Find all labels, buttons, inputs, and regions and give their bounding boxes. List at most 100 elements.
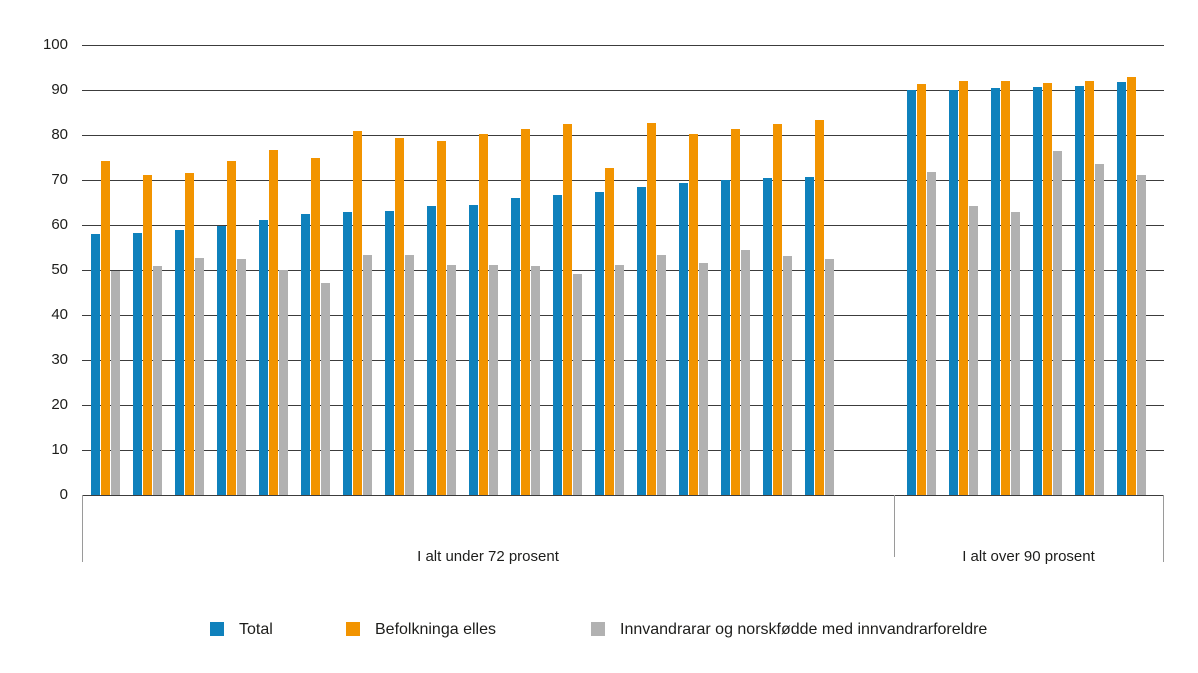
bar-series2-group8 xyxy=(405,254,414,495)
bracket-line-left xyxy=(82,495,83,562)
bar-series0-group10 xyxy=(469,204,478,495)
bar-series0-group19 xyxy=(907,90,916,495)
bar-series1-group8 xyxy=(395,138,404,495)
bar-series2-group15 xyxy=(699,263,708,495)
y-axis-label-20: 20 xyxy=(51,396,68,413)
bar-series0-group9 xyxy=(427,205,436,495)
bar-series1-group2 xyxy=(143,175,152,495)
y-axis-label-90: 90 xyxy=(51,81,68,98)
bar-series1-group18 xyxy=(815,119,824,495)
gridline-60 xyxy=(82,224,1164,226)
y-axis-label-50: 50 xyxy=(51,261,68,278)
bar-series1-group15 xyxy=(689,134,698,495)
y-axis-label-40: 40 xyxy=(51,306,68,323)
gridline-70 xyxy=(82,179,1164,181)
bar-series2-group12 xyxy=(573,274,582,495)
bar-series0-group4 xyxy=(217,225,226,495)
bar-series0-group3 xyxy=(175,229,184,495)
bar-series0-group12 xyxy=(553,194,562,495)
bar-series1-group20 xyxy=(959,81,968,495)
bar-series2-group7 xyxy=(363,254,372,495)
bar-series1-group7 xyxy=(353,130,362,495)
bar-series1-group3 xyxy=(185,173,194,495)
bar-series2-group4 xyxy=(237,259,246,495)
bar-series2-group17 xyxy=(783,256,792,495)
bar-series1-group5 xyxy=(269,150,278,495)
bar-series1-group23 xyxy=(1085,81,1094,495)
y-axis-label-70: 70 xyxy=(51,171,68,188)
bar-series0-group11 xyxy=(511,198,520,495)
bar-series1-group11 xyxy=(521,129,530,495)
bar-series1-group19 xyxy=(917,83,926,495)
bar-series0-group15 xyxy=(679,183,688,495)
section-label-over-90: I alt over 90 prosent xyxy=(962,548,1095,565)
bar-series1-group22 xyxy=(1043,83,1052,495)
legend: Total Befolkninga elles Innvandrarar og … xyxy=(0,620,1198,640)
bar-series2-group19 xyxy=(927,171,936,495)
bar-series0-group23 xyxy=(1075,86,1084,495)
bar-series0-group7 xyxy=(343,211,352,495)
gridline-90 xyxy=(82,89,1164,91)
bar-series0-group16 xyxy=(721,180,730,495)
bar-series2-group21 xyxy=(1011,211,1020,495)
y-axis-label-0: 0 xyxy=(59,486,68,503)
bracket-line-right xyxy=(1163,495,1164,562)
legend-swatch-total xyxy=(210,622,224,636)
y-axis-label-30: 30 xyxy=(51,351,68,368)
bar-series2-group10 xyxy=(489,264,498,495)
legend-swatch-innvandrarar xyxy=(591,622,605,636)
y-axis-label-10: 10 xyxy=(51,441,68,458)
bar-series2-group11 xyxy=(531,266,540,495)
bar-series2-group5 xyxy=(279,270,288,495)
bar-series0-group2 xyxy=(133,233,142,495)
bar-series0-group5 xyxy=(259,220,268,495)
bar-series2-group24 xyxy=(1137,174,1146,495)
y-axis-label-80: 80 xyxy=(51,126,68,143)
bar-series0-group14 xyxy=(637,186,646,495)
bar-series0-group22 xyxy=(1033,87,1042,495)
gridline-100 xyxy=(82,44,1164,46)
bar-series2-group3 xyxy=(195,257,204,495)
bar-series2-group18 xyxy=(825,259,834,495)
bar-series1-group10 xyxy=(479,133,488,495)
bracket-line-divider xyxy=(894,495,895,557)
bar-series2-group23 xyxy=(1095,163,1104,495)
bar-series0-group17 xyxy=(763,178,772,495)
bar-series1-group16 xyxy=(731,129,740,495)
bar-series0-group13 xyxy=(595,192,604,495)
legend-label-innvandrarar: Innvandrarar og norskfødde med innvandra… xyxy=(620,621,988,638)
bar-series1-group9 xyxy=(437,141,446,495)
bar-series2-group9 xyxy=(447,264,456,495)
legend-swatch-befolkninga-elles xyxy=(346,622,360,636)
y-axis-label-60: 60 xyxy=(51,216,68,233)
bar-series0-group8 xyxy=(385,210,394,495)
bar-series1-group4 xyxy=(227,161,236,495)
bar-series0-group21 xyxy=(991,88,1000,495)
bar-series1-group14 xyxy=(647,123,656,495)
bar-series0-group1 xyxy=(91,233,100,495)
bar-series0-group18 xyxy=(805,176,814,495)
bar-series2-group13 xyxy=(615,265,624,495)
bar-series2-group1 xyxy=(111,270,120,495)
bar-series1-group21 xyxy=(1001,81,1010,495)
bar-series1-group24 xyxy=(1127,76,1136,495)
legend-label-befolkninga-elles: Befolkninga elles xyxy=(375,621,496,638)
bar-series1-group6 xyxy=(311,157,320,495)
bar-series1-group13 xyxy=(605,168,614,495)
bar-series0-group6 xyxy=(301,213,310,495)
section-label-under-72: I alt under 72 prosent xyxy=(417,548,559,565)
gridline-0 xyxy=(82,494,1164,496)
bar-series2-group16 xyxy=(741,250,750,495)
bar-series2-group22 xyxy=(1053,151,1062,495)
gridline-80 xyxy=(82,134,1164,136)
bar-series1-group1 xyxy=(101,160,110,495)
bar-series1-group17 xyxy=(773,124,782,495)
bar-series2-group14 xyxy=(657,254,666,495)
bar-series1-group12 xyxy=(563,123,572,495)
bar-series0-group20 xyxy=(949,89,958,495)
bar-series2-group20 xyxy=(969,206,978,495)
y-axis-label-100: 100 xyxy=(42,36,68,53)
bar-series0-group24 xyxy=(1117,82,1126,495)
legend-label-total: Total xyxy=(239,621,273,638)
